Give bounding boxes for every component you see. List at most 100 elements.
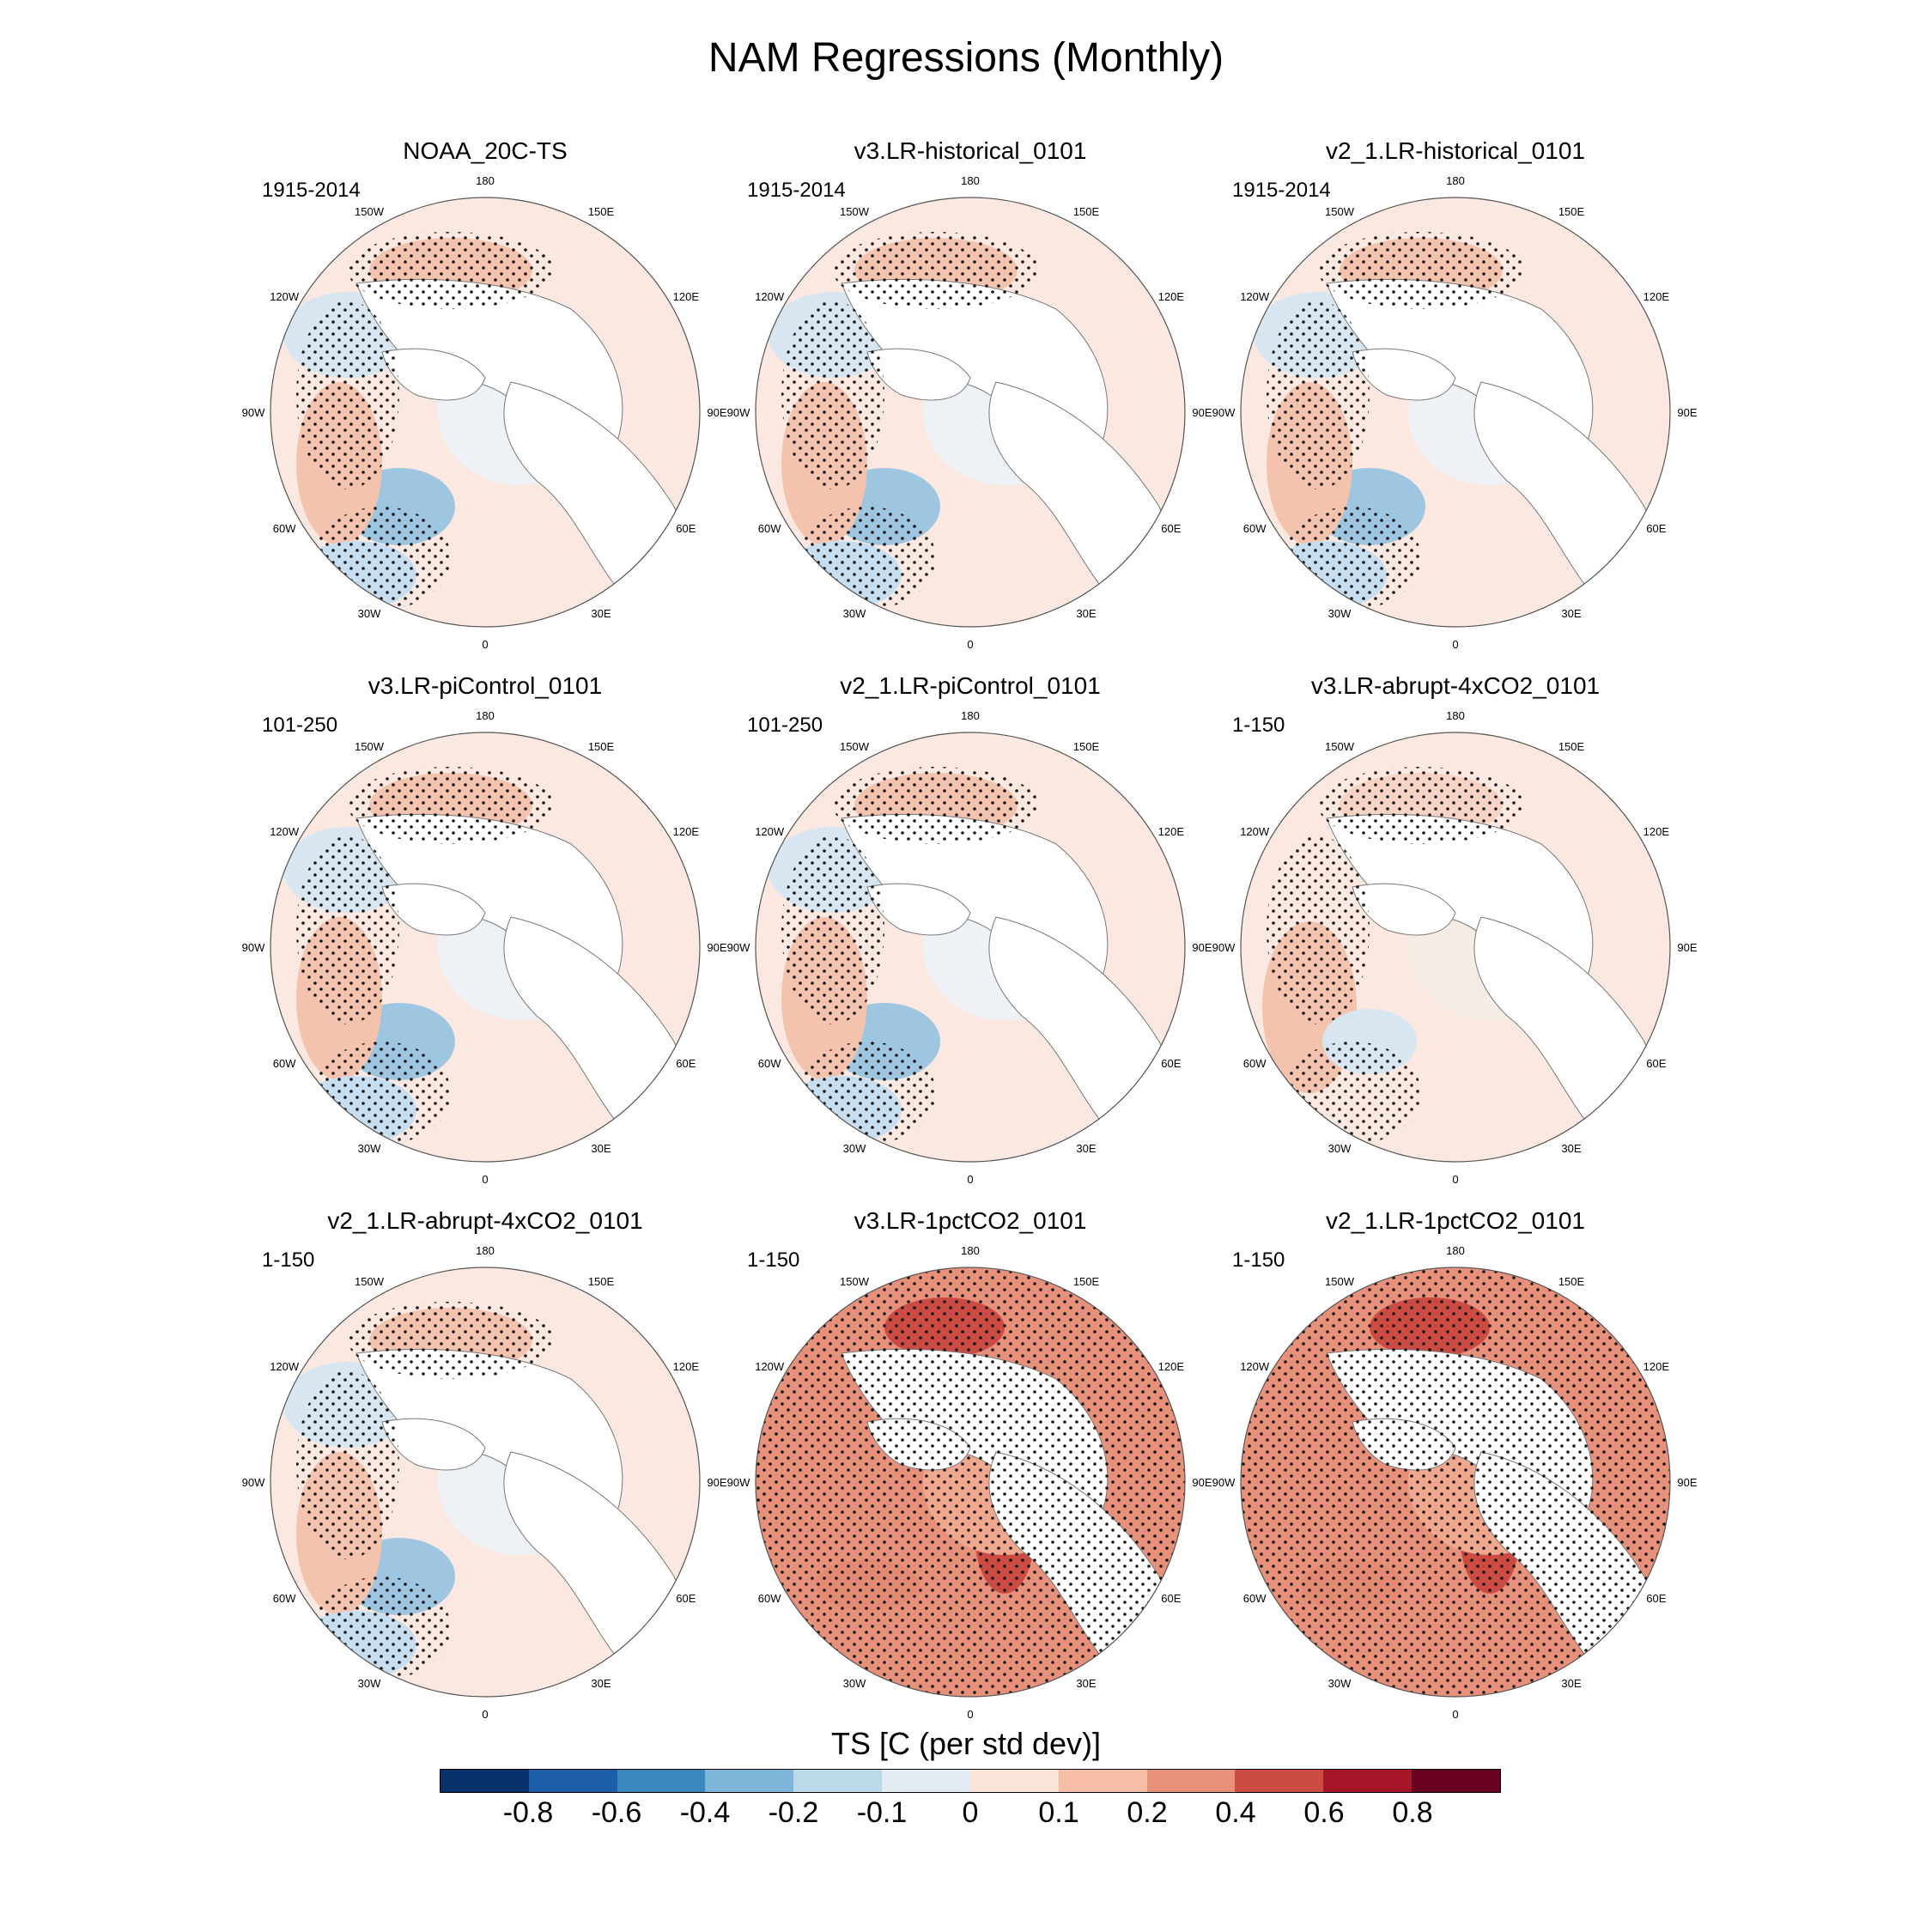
longitude-label: 30W (1328, 1677, 1352, 1690)
map-field (270, 197, 700, 627)
longitude-label: 120E (673, 1360, 700, 1373)
longitude-label: 150E (588, 740, 615, 753)
colorbar-tick-label: -0.2 (768, 1796, 819, 1829)
longitude-label: 90W (727, 1476, 750, 1489)
map-field (756, 1267, 1185, 1697)
longitude-label: 90E (1192, 406, 1212, 419)
longitude-label: 180 (476, 174, 495, 187)
longitude-label: 60E (1646, 1057, 1666, 1070)
colorbar-swatch (1058, 1770, 1147, 1792)
colorbar-tick-label: 0.8 (1392, 1796, 1433, 1829)
longitude-label: 60W (758, 522, 781, 535)
map-boundary (270, 197, 701, 628)
map-field (756, 197, 1185, 627)
map-field (270, 732, 700, 1162)
colorbar-swatch (1235, 1770, 1324, 1792)
map-boundary (270, 1267, 701, 1698)
colorbar-tick-label: -0.6 (591, 1796, 642, 1829)
longitude-label: 150W (1325, 205, 1355, 218)
longitude-label: 60E (1161, 1057, 1181, 1070)
longitude-label: 60W (758, 1057, 781, 1070)
significance-stippling (1241, 1267, 1670, 1697)
longitude-label: 120E (673, 825, 700, 838)
longitude-label: 60E (676, 1592, 696, 1605)
panel-title: v2_1.LR-historical_0101 (1326, 137, 1585, 164)
panel-title: v3.LR-1pctCO2_0101 (854, 1207, 1087, 1234)
colorbar-swatch (1412, 1770, 1500, 1792)
longitude-label: 0 (482, 1708, 488, 1721)
map-boundary (755, 197, 1186, 628)
colorbar-swatch (882, 1770, 970, 1792)
longitude-label: 120E (1158, 290, 1185, 303)
longitude-label: 180 (961, 174, 980, 187)
polar-map: 180 150E 120E 90E 60E 30E 0 30W 60W 90W 120W 150W (1212, 174, 1698, 651)
longitude-label: 120W (270, 290, 300, 303)
longitude-label: 90E (707, 406, 726, 419)
longitude-label: 90E (1192, 1476, 1212, 1489)
longitude-label: 150E (588, 205, 615, 218)
map-boundary (1240, 1267, 1671, 1698)
panel-period-label: 1-150 (1232, 714, 1285, 737)
longitude-label: 120W (1240, 825, 1270, 838)
panel-period-label: 1915-2014 (1232, 179, 1331, 202)
longitude-label: 0 (967, 1708, 973, 1721)
longitude-label: 30E (1076, 607, 1096, 620)
longitude-label: 90E (707, 941, 726, 954)
colorbar (440, 1769, 1501, 1793)
polar-map: 180 150E 120E 90E 60E 30E 0 30W 60W 90W 120W 150W (727, 1244, 1212, 1721)
map-panel: v3.LR-piControl_0101 101-250 180 150E 120E 90… (228, 672, 743, 1196)
panel-title: v3.LR-abrupt-4xCO2_0101 (1310, 672, 1601, 699)
longitude-label: 90E (1677, 406, 1697, 419)
colorbar-tick-labels: -0.8 -0.6 -0.4 -0.2 -0.1 0 0.1 0.2 0.4 0.6 0.8 (440, 1796, 1501, 1839)
panel-period-label: 1-150 (747, 1249, 800, 1272)
map-field (1241, 197, 1670, 627)
longitude-label: 30W (1328, 607, 1352, 620)
longitude-label: 150E (1558, 1275, 1585, 1288)
significance-stippling (296, 767, 554, 1145)
panel-period-label: 1-150 (1232, 1249, 1285, 1272)
map-panel: v2_1.LR-historical_0101 1915-2014 180 150E 1… (1198, 137, 1713, 661)
colorbar-tick-label: 0.4 (1215, 1796, 1256, 1829)
map-boundary (270, 732, 701, 1163)
colorbar-tick-label: -0.8 (502, 1796, 554, 1829)
longitude-label: 150W (355, 205, 385, 218)
longitude-label: 120E (1158, 825, 1185, 838)
map-boundary (755, 732, 1186, 1163)
longitude-label: 0 (1452, 1708, 1458, 1721)
colorbar-swatch (969, 1770, 1059, 1792)
longitude-label: 90W (242, 941, 265, 954)
map-boundary (1240, 732, 1671, 1163)
longitude-label: 90W (1212, 941, 1236, 954)
longitude-label: 180 (1446, 174, 1465, 187)
map-field (1241, 1267, 1670, 1697)
longitude-label: 150W (355, 740, 385, 753)
longitude-label: 60W (273, 522, 296, 535)
longitude-label: 90W (1212, 1476, 1236, 1489)
longitude-label: 120E (1643, 290, 1670, 303)
longitude-label: 60W (1243, 1057, 1267, 1070)
significance-stippling (781, 232, 1039, 610)
longitude-label: 0 (967, 638, 973, 651)
longitude-label: 90E (707, 1476, 726, 1489)
longitude-label: 180 (476, 1244, 495, 1257)
panel-period-label: 1915-2014 (262, 179, 361, 202)
panel-period-label: 1-150 (262, 1249, 315, 1272)
longitude-label: 180 (1446, 1244, 1465, 1257)
longitude-label: 30W (358, 607, 381, 620)
longitude-label: 120W (1240, 290, 1270, 303)
longitude-label: 30W (358, 1142, 381, 1155)
panel-title: NOAA_20C-TS (403, 137, 568, 164)
longitude-label: 60E (1161, 1592, 1181, 1605)
colorbar-tick-label: 0.2 (1127, 1796, 1168, 1829)
longitude-label: 120W (1240, 1360, 1270, 1373)
longitude-label: 30E (1561, 1142, 1581, 1155)
longitude-label: 150E (588, 1275, 615, 1288)
longitude-label: 90W (242, 406, 265, 419)
longitude-label: 30W (843, 607, 866, 620)
longitude-label: 180 (961, 709, 980, 722)
colorbar-swatch (440, 1770, 529, 1792)
longitude-label: 150E (1073, 205, 1100, 218)
longitude-label: 30W (358, 1677, 381, 1690)
longitude-label: 60W (758, 1592, 781, 1605)
map-field (1241, 732, 1670, 1162)
